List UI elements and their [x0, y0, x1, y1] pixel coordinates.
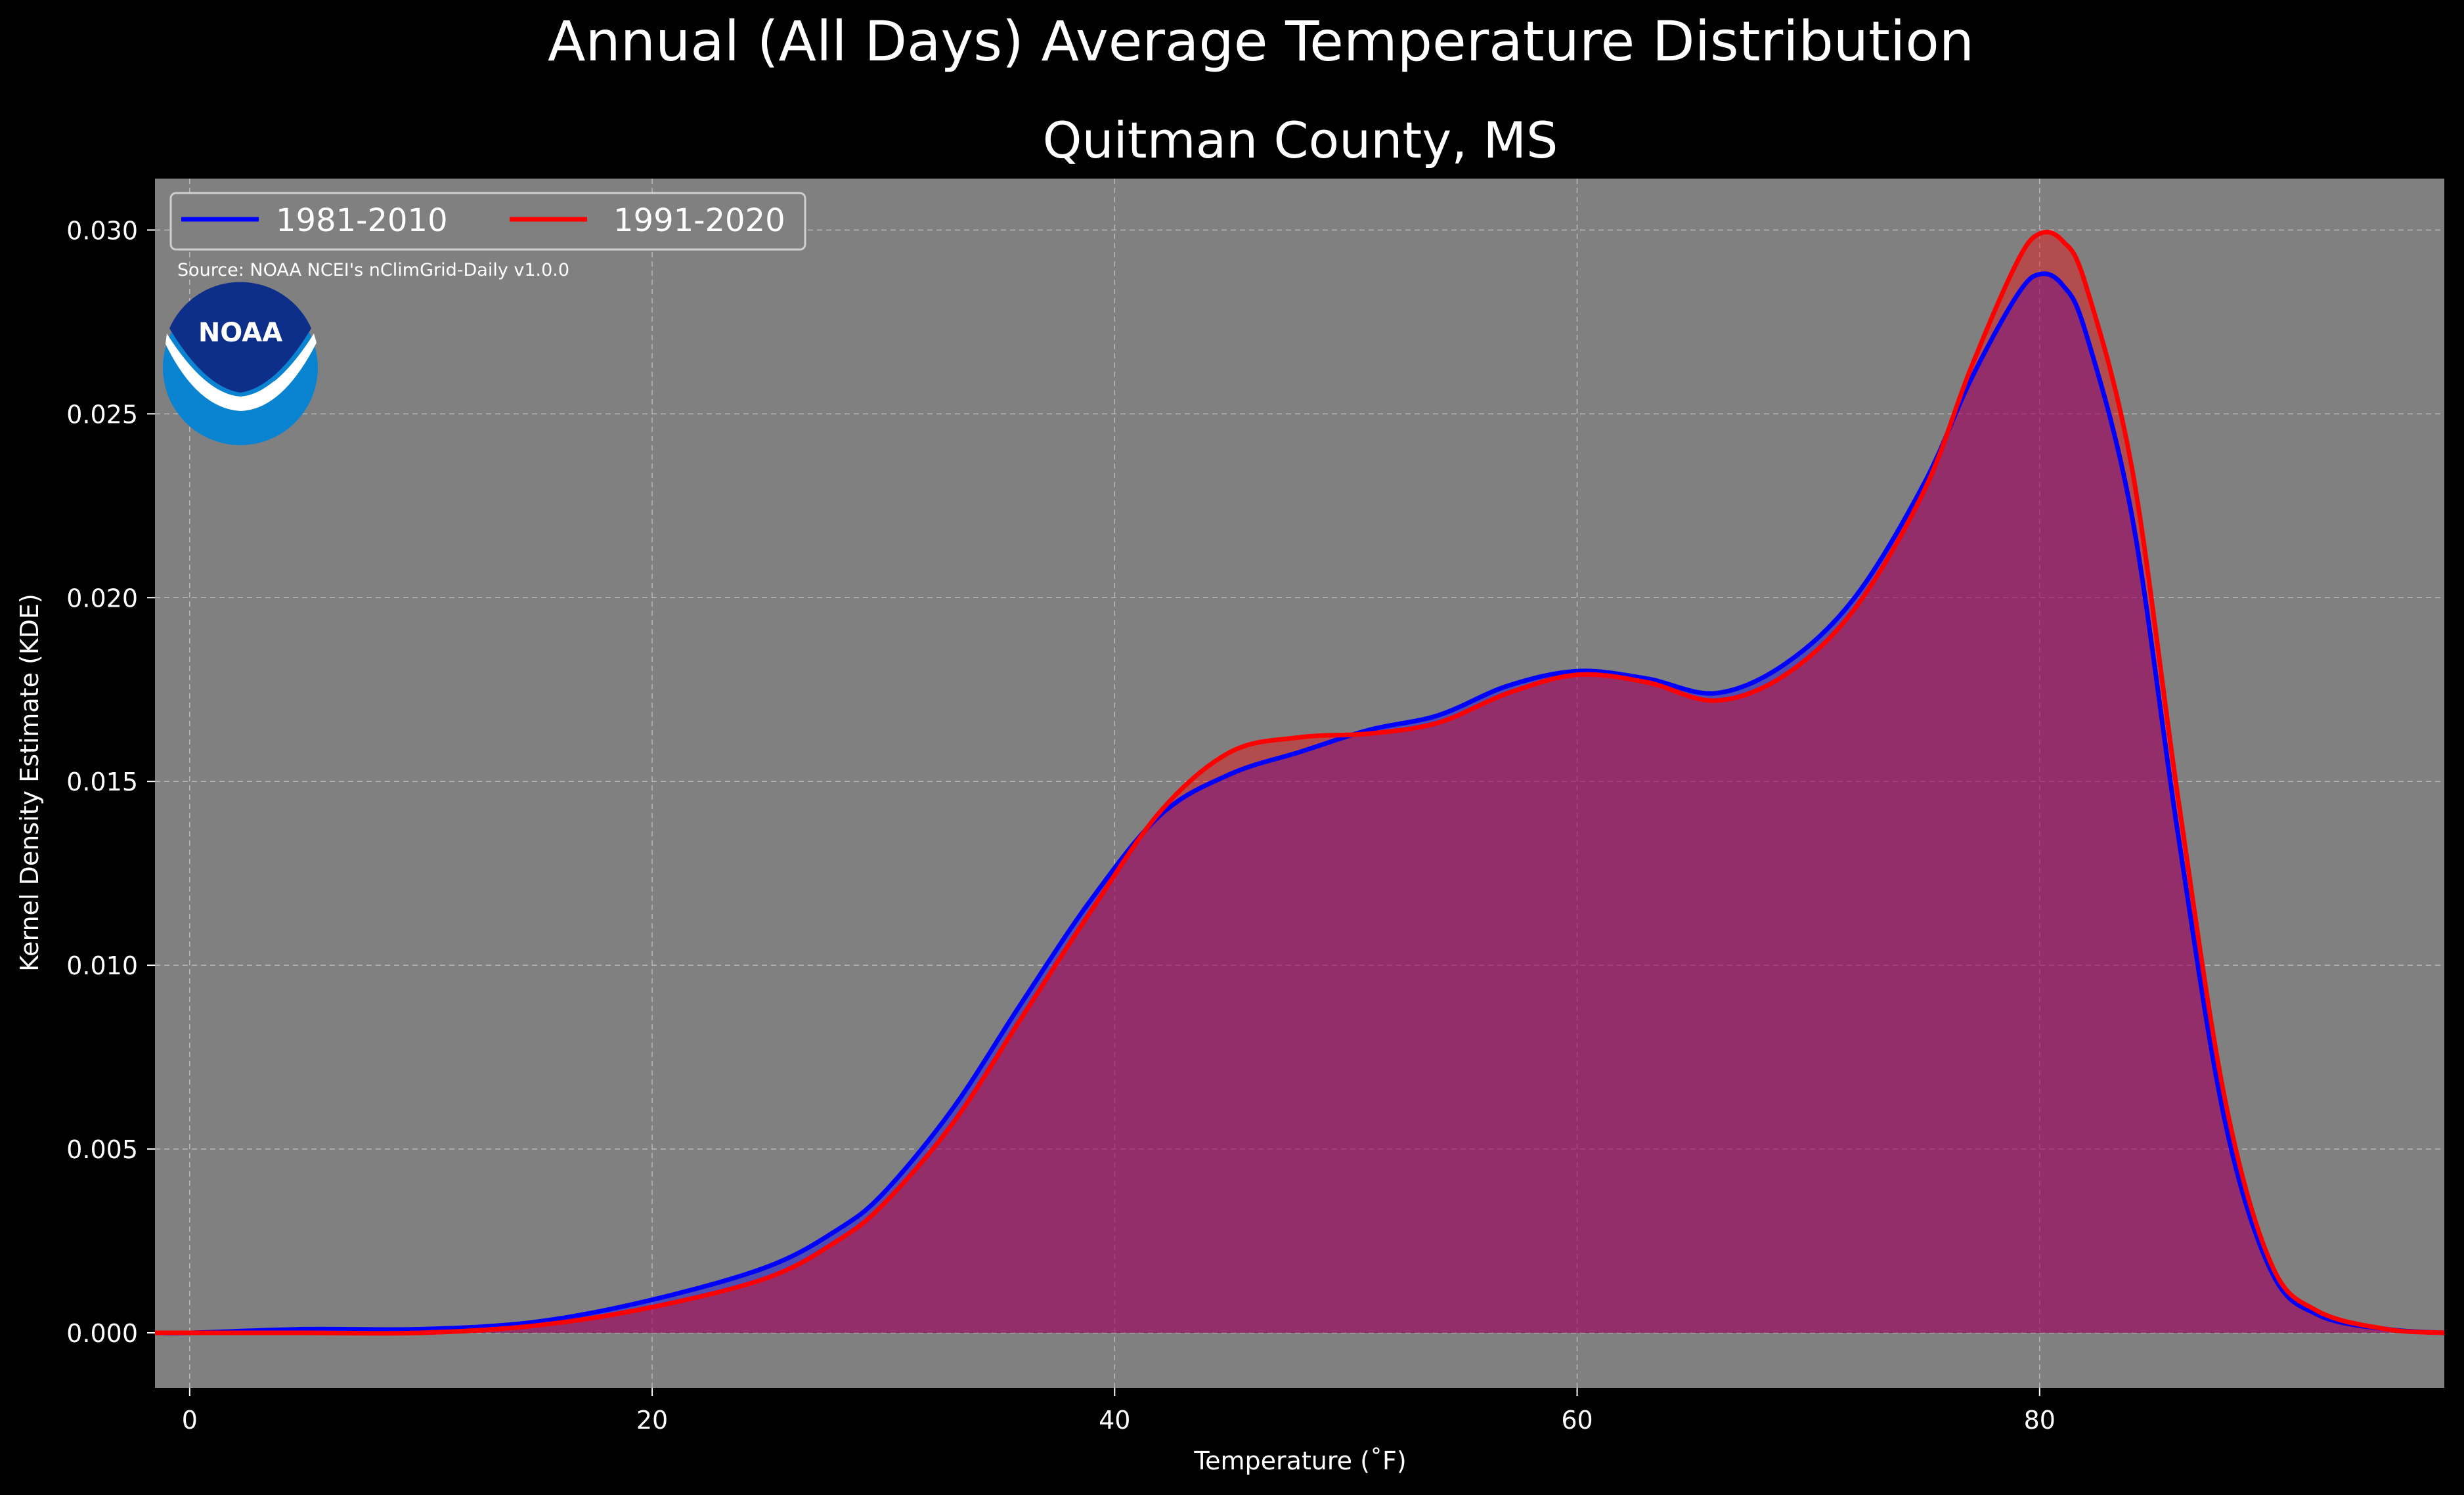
logo-text: NOAA — [198, 318, 282, 348]
y-axis-ticks: 0.000 0.005 0.010 0.015 0.020 0.025 0.030 — [66, 216, 155, 1348]
legend-box — [169, 192, 806, 251]
plot-area — [155, 179, 2444, 1388]
series-line-1981-2010 — [154, 271, 2445, 1335]
y-tick-label: 0.020 — [66, 584, 138, 613]
chart-title: Quitman County, MS — [1043, 111, 1558, 169]
series-lines — [154, 230, 2445, 1336]
source-note: Source: NOAA NCEI's nClimGrid-Daily v1.0… — [177, 260, 569, 280]
y-tick-label: 0.000 — [66, 1319, 138, 1348]
x-tick-label: 60 — [1561, 1406, 1593, 1435]
chart-suptitle: Annual (All Days) Average Temperature Di… — [548, 9, 1974, 74]
y-tick-label: 0.015 — [66, 768, 138, 796]
y-tick-label: 0.005 — [66, 1135, 138, 1164]
series-fills — [155, 232, 2444, 1333]
legend-label-1981-2010: 1981-2010 — [276, 202, 448, 239]
legend-label-1991-2020: 1991-2020 — [613, 202, 785, 239]
x-tick-label: 80 — [2024, 1406, 2056, 1435]
y-tick-label: 0.010 — [66, 951, 138, 980]
y-tick-label: 0.025 — [66, 400, 138, 429]
grid-lines — [155, 179, 2444, 1388]
y-tick-label: 0.030 — [66, 216, 138, 245]
series-fill-1991-2020 — [155, 232, 2444, 1333]
x-axis-ticks: 0 20 40 60 80 — [182, 1388, 2056, 1435]
x-tick-label: 20 — [636, 1406, 668, 1435]
x-axis-label: Temperature (˚F) — [1193, 1446, 1406, 1475]
x-tick-label: 0 — [182, 1406, 198, 1435]
x-tick-label: 40 — [1099, 1406, 1130, 1435]
y-axis-label: Kernel Density Estimate (KDE) — [15, 594, 44, 972]
series-line-1991-2020 — [154, 230, 2445, 1336]
series-fill-1981-2010 — [155, 273, 2444, 1333]
noaa-logo: NOAA — [163, 282, 318, 445]
legend: 1981-2010 1991-2020 — [169, 192, 806, 251]
